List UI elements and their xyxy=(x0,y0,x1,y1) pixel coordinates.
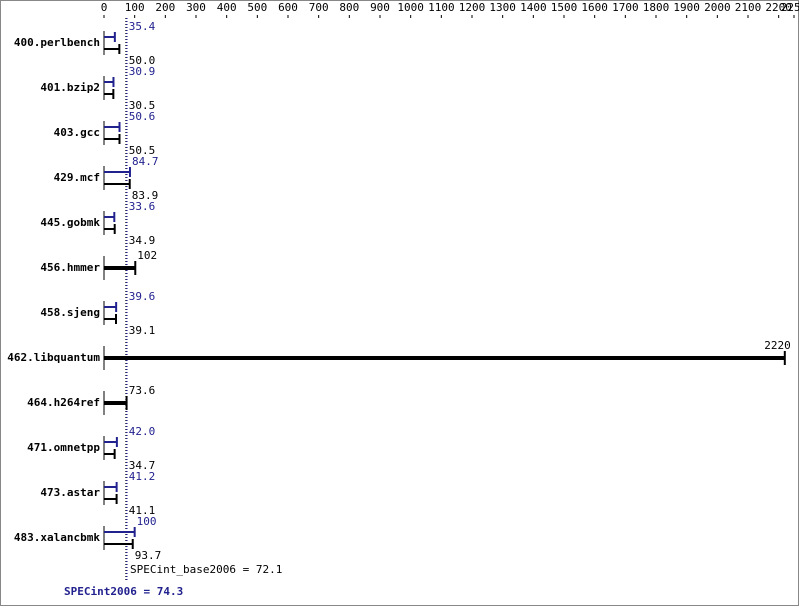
x-tick-label: 2200 xyxy=(765,1,792,14)
value-label: 33.6 xyxy=(129,200,156,213)
bar xyxy=(104,486,117,488)
category-label: 403.gcc xyxy=(54,126,100,139)
bar xyxy=(104,171,130,173)
x-tick-label: 1100 xyxy=(428,1,455,14)
x-tick-label: 1700 xyxy=(612,1,639,14)
value-label: 50.5 xyxy=(129,144,156,157)
bar xyxy=(104,356,785,360)
bar xyxy=(104,306,117,308)
value-label: 50.6 xyxy=(129,110,156,123)
value-label: 41.2 xyxy=(129,470,156,483)
bar xyxy=(104,228,115,230)
value-label: 39.6 xyxy=(129,290,156,303)
bar xyxy=(104,318,116,320)
x-tick-label: 500 xyxy=(247,1,267,14)
bar xyxy=(104,441,117,443)
x-tick-label: 1300 xyxy=(489,1,516,14)
bar xyxy=(104,498,117,500)
value-label: 2220 xyxy=(764,339,791,352)
category-label: 471.omnetpp xyxy=(27,441,100,454)
value-label: 93.7 xyxy=(135,549,162,562)
category-label: 483.xalancbmk xyxy=(14,531,100,544)
x-tick-label: 2000 xyxy=(704,1,731,14)
value-label: 50.0 xyxy=(129,54,156,67)
value-label: 73.6 xyxy=(129,384,156,397)
x-tick-label: 900 xyxy=(370,1,390,14)
value-label: 34.7 xyxy=(129,459,156,472)
x-tick-label: 2100 xyxy=(735,1,762,14)
value-label: 102 xyxy=(137,249,157,262)
value-label: 84.7 xyxy=(132,155,159,168)
bar xyxy=(104,531,135,533)
value-label: 83.9 xyxy=(132,189,159,202)
category-label: 473.astar xyxy=(40,486,100,499)
x-tick-label: 100 xyxy=(125,1,145,14)
value-label: 41.1 xyxy=(129,504,156,517)
value-label: 100 xyxy=(137,515,157,528)
bar xyxy=(104,93,114,95)
bar xyxy=(104,543,133,545)
bar xyxy=(104,183,130,185)
x-tick-label: 600 xyxy=(278,1,298,14)
value-label: 39.1 xyxy=(129,324,156,337)
value-label: 42.0 xyxy=(129,425,156,438)
value-label: 34.9 xyxy=(129,234,156,247)
bar xyxy=(104,266,136,270)
category-label: 458.sjeng xyxy=(40,306,100,319)
x-tick-label: 2250 xyxy=(781,1,799,14)
x-tick-label: 300 xyxy=(186,1,206,14)
x-tick-label: 200 xyxy=(155,1,175,14)
category-label: 400.perlbench xyxy=(14,36,100,49)
x-tick-label: 800 xyxy=(339,1,359,14)
x-tick-label: 400 xyxy=(217,1,237,14)
reference-label: SPECint_base2006 = 72.1 xyxy=(130,563,282,576)
category-label: 462.libquantum xyxy=(7,351,100,364)
bar xyxy=(104,48,120,50)
x-tick-label: 1200 xyxy=(459,1,486,14)
bar xyxy=(104,36,115,38)
bar xyxy=(104,453,115,455)
bar xyxy=(104,216,115,218)
category-label: 464.h264ref xyxy=(27,396,100,409)
x-tick-label: 1500 xyxy=(551,1,578,14)
category-label: 429.mcf xyxy=(54,171,100,184)
bar xyxy=(104,138,120,140)
bar xyxy=(104,401,127,405)
value-label: 35.4 xyxy=(129,20,156,33)
value-label: 30.5 xyxy=(129,99,156,112)
bar xyxy=(104,81,114,83)
x-tick-label: 0 xyxy=(101,1,108,14)
x-tick-label: 1800 xyxy=(643,1,670,14)
x-tick-label: 1400 xyxy=(520,1,547,14)
x-tick-label: 700 xyxy=(309,1,329,14)
category-label: 445.gobmk xyxy=(40,216,100,229)
x-tick-label: 1000 xyxy=(397,1,424,14)
x-tick-label: 1900 xyxy=(673,1,700,14)
x-tick-label: 1600 xyxy=(581,1,608,14)
bar xyxy=(104,126,120,128)
category-label: 401.bzip2 xyxy=(40,81,100,94)
category-label: 456.hmmer xyxy=(40,261,100,274)
value-label: 30.9 xyxy=(129,65,156,78)
reference-label: SPECint2006 = 74.3 xyxy=(64,585,183,598)
